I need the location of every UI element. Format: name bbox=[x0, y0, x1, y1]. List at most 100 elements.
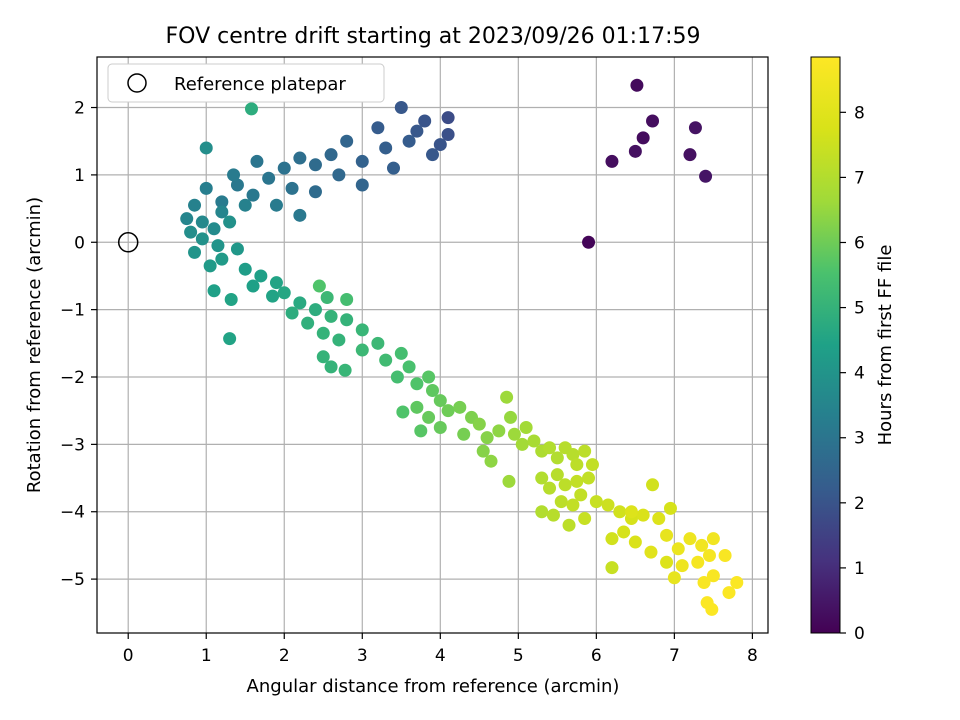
colorbar-tick-label: 3 bbox=[854, 429, 865, 449]
scatter-point bbox=[550, 468, 564, 482]
scatter-point bbox=[515, 437, 529, 451]
scatter-point bbox=[699, 169, 713, 183]
scatter-point bbox=[706, 532, 720, 546]
scatter-point bbox=[227, 168, 241, 182]
grid-lines bbox=[97, 57, 768, 633]
colorbar-tick-label: 7 bbox=[854, 168, 865, 188]
scatter-point bbox=[390, 370, 404, 384]
scatter-point bbox=[472, 417, 486, 431]
scatter-point bbox=[410, 377, 424, 391]
scatter-point bbox=[663, 501, 677, 515]
scatter-point bbox=[402, 360, 416, 374]
scatter-point bbox=[371, 336, 385, 350]
scatter-point bbox=[718, 549, 732, 563]
scatter-point bbox=[238, 262, 252, 276]
scatter-point bbox=[453, 400, 467, 414]
scatter-point bbox=[223, 215, 237, 229]
scatter-point bbox=[223, 332, 237, 346]
scatter-point bbox=[371, 121, 385, 135]
scatter-point bbox=[613, 505, 627, 519]
y-tick-label: −5 bbox=[60, 570, 85, 590]
scatter-point bbox=[180, 212, 194, 226]
scatter-point bbox=[543, 481, 557, 495]
scatter-point bbox=[195, 215, 209, 229]
scatter-point bbox=[706, 569, 720, 583]
scatter-point bbox=[414, 424, 428, 438]
colorbar-ticks: 0 1 2 3 4 5 6 7 8 bbox=[840, 103, 865, 644]
scatter-point bbox=[636, 131, 650, 145]
scatter-point bbox=[410, 124, 424, 138]
scatter-point bbox=[492, 424, 506, 438]
scatter-point bbox=[422, 370, 436, 384]
x-tick-label: 1 bbox=[201, 646, 212, 666]
scatter-point bbox=[527, 434, 541, 448]
scatter-point bbox=[624, 505, 638, 519]
scatter-point bbox=[589, 495, 603, 509]
scatter-point bbox=[433, 394, 447, 408]
plot-frame bbox=[96, 56, 769, 634]
scatter-point bbox=[262, 171, 276, 185]
scatter-point bbox=[484, 454, 498, 468]
scatter-point bbox=[582, 471, 596, 485]
scatter-point bbox=[312, 279, 326, 293]
legend-marker-reference bbox=[127, 73, 147, 93]
scatter-point bbox=[683, 532, 697, 546]
scatter-point bbox=[480, 431, 494, 445]
scatter-point bbox=[324, 360, 338, 374]
scatter-point bbox=[574, 488, 588, 502]
x-tick-label: 8 bbox=[747, 646, 758, 666]
scatter-point bbox=[301, 316, 315, 330]
scatter-point bbox=[422, 410, 436, 424]
y-axis-label: Rotation from reference (arcmin) bbox=[24, 197, 45, 493]
scatter-point bbox=[630, 78, 644, 92]
scatter-point bbox=[644, 545, 658, 559]
chart-title: FOV centre drift starting at 2023/09/26 … bbox=[166, 24, 701, 49]
scatter-point bbox=[504, 410, 518, 424]
scatter-point bbox=[266, 289, 280, 303]
scatter-point bbox=[293, 296, 307, 310]
scatter-point bbox=[250, 154, 264, 168]
scatter-point bbox=[215, 205, 229, 219]
scatter-point bbox=[562, 518, 576, 532]
scatter-point bbox=[502, 474, 516, 488]
colorbar-gradient bbox=[810, 56, 841, 634]
y-tick-label: −4 bbox=[60, 503, 85, 523]
scatter-point bbox=[578, 511, 592, 525]
scatter-point bbox=[500, 390, 514, 404]
scatter-point bbox=[700, 596, 714, 610]
x-tick-label: 7 bbox=[669, 646, 680, 666]
scatter-point bbox=[605, 532, 619, 546]
scatter-point bbox=[332, 168, 346, 182]
scatter-point bbox=[628, 535, 642, 549]
y-tick-label: −2 bbox=[60, 368, 85, 388]
colorbar-tick-label: 8 bbox=[854, 103, 865, 123]
x-tick-label: 5 bbox=[513, 646, 524, 666]
scatter-point bbox=[601, 498, 615, 512]
x-tick-label: 4 bbox=[435, 646, 446, 666]
scatter-point bbox=[628, 144, 642, 158]
scatter-point bbox=[570, 474, 584, 488]
scatter-point bbox=[230, 178, 244, 192]
scatter-point bbox=[246, 279, 260, 293]
scatter-point bbox=[340, 134, 354, 148]
scatter-point bbox=[566, 447, 580, 461]
scatter-point bbox=[558, 478, 572, 492]
scatter-point bbox=[320, 291, 334, 305]
scatter-point bbox=[582, 235, 596, 249]
scatter-point bbox=[578, 444, 592, 458]
scatter-point bbox=[386, 161, 400, 175]
scatter-point bbox=[396, 405, 410, 419]
scatter-point bbox=[695, 538, 709, 552]
scatter-point bbox=[195, 232, 209, 246]
scatter-point bbox=[224, 293, 238, 307]
scatter-point bbox=[519, 421, 533, 435]
scatter-point bbox=[277, 161, 291, 175]
scatter-point bbox=[207, 222, 221, 236]
scatter-point bbox=[702, 549, 716, 563]
scatter-point bbox=[244, 102, 258, 116]
scatter-point bbox=[550, 451, 564, 465]
scatter-point bbox=[199, 181, 213, 195]
x-tick-label: 3 bbox=[357, 646, 368, 666]
scatter-point bbox=[585, 458, 599, 472]
scatter-point bbox=[554, 495, 568, 509]
